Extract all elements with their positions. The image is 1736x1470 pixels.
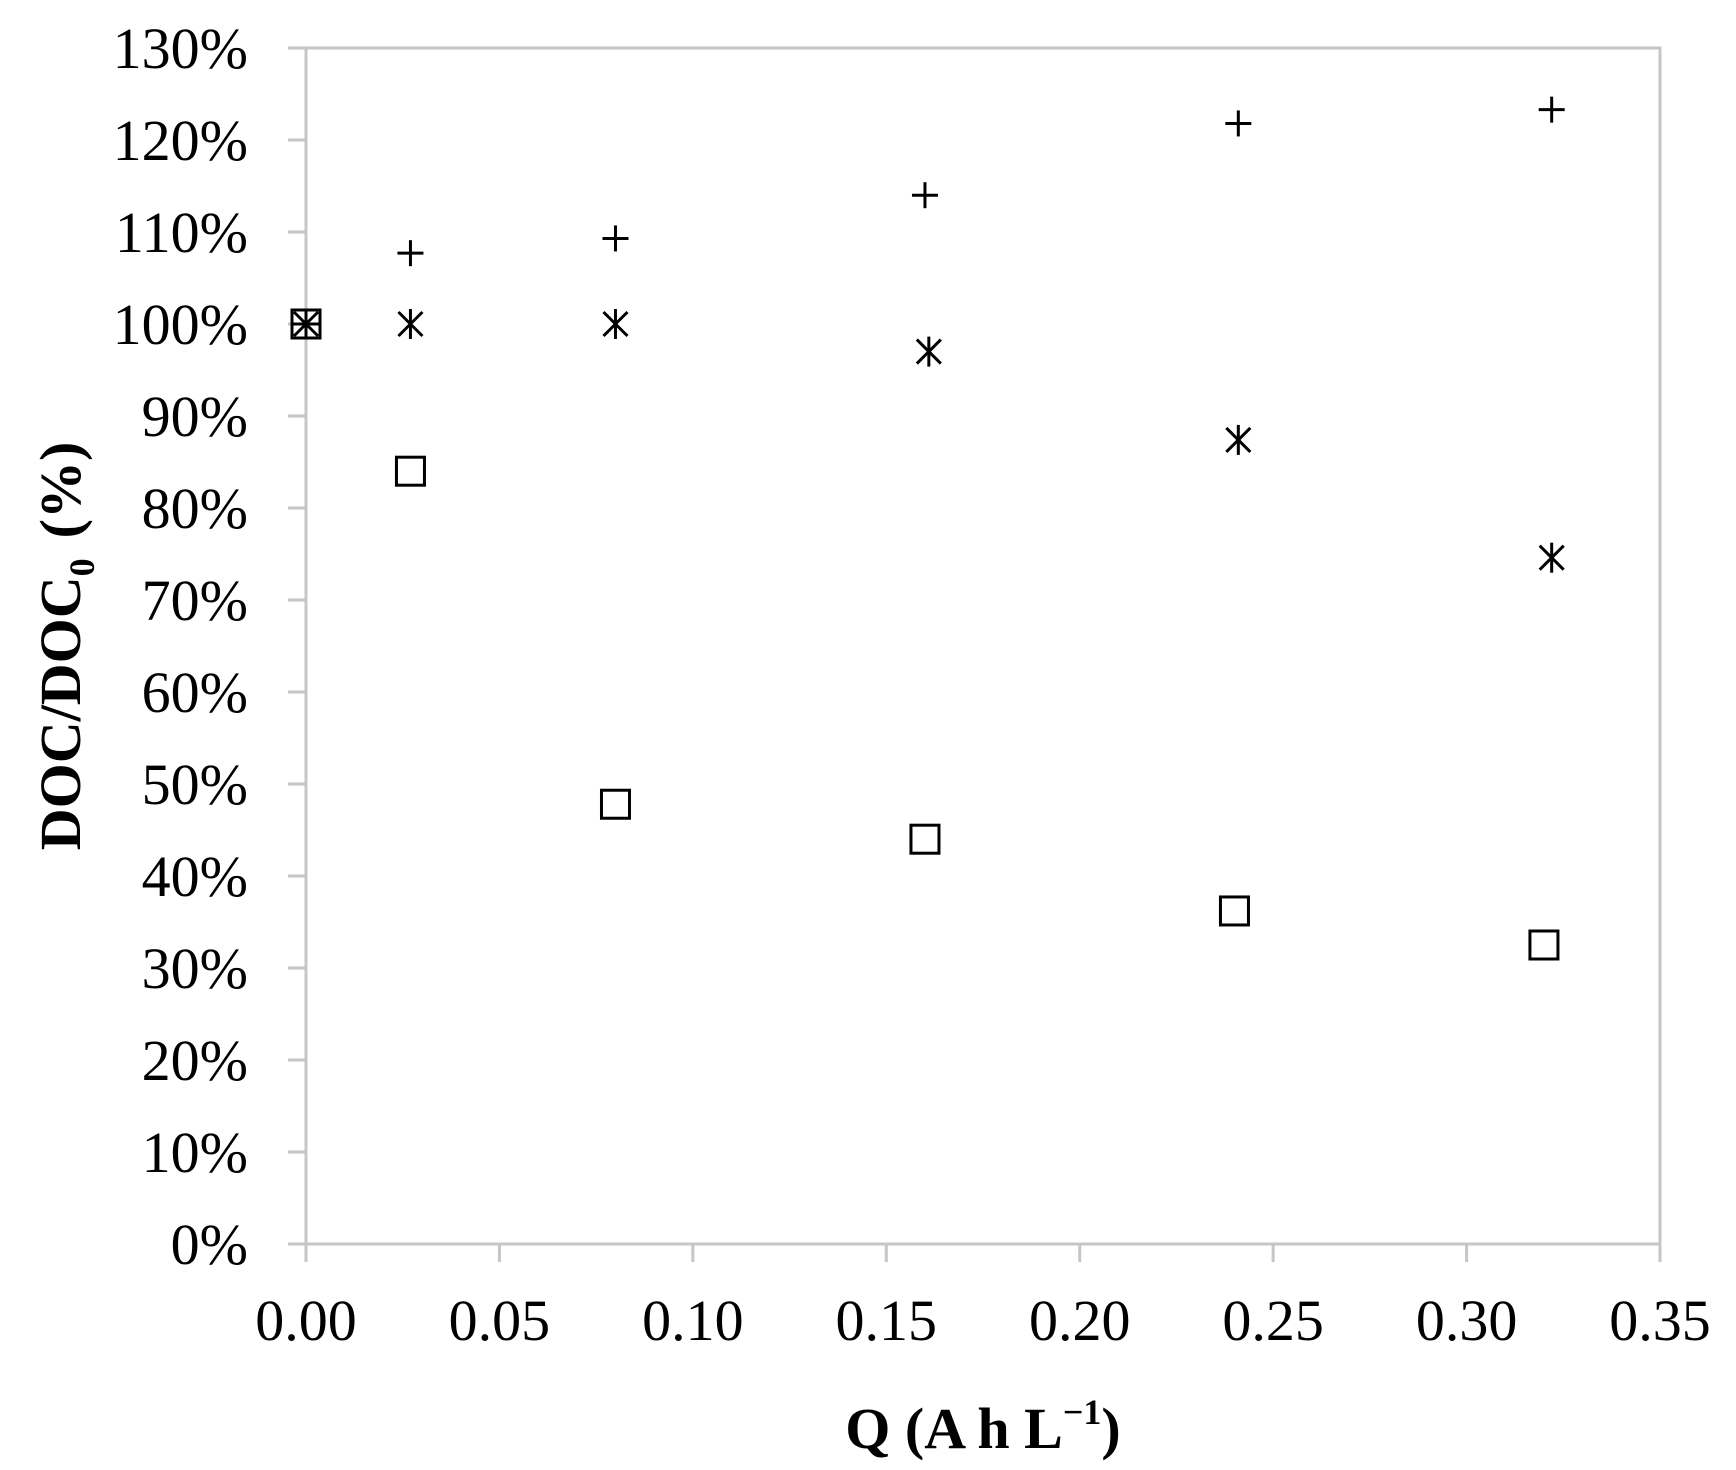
y-tick-label: 10% [142,1120,248,1185]
asterisk-marker [292,309,320,339]
x-tick-label: 0.30 [1416,1288,1518,1353]
y-axis-ticks: 0% 10% 20% 30% 40% 50% 60% 70% 80% 90% 100% 110% 120… [113,16,306,1277]
x-axis-title-main: Q (A h L [845,1396,1063,1461]
y-tick-label: 90% [142,384,248,449]
plus-marker [911,182,938,209]
x-tick-label: 0.05 [449,1288,551,1353]
plot-area [304,46,1662,1246]
plus-marker [397,240,424,267]
y-tick-label: 0% [171,1212,248,1277]
asterisk-marker [915,336,942,367]
x-axis-title-close: ) [1101,1396,1120,1461]
y-tick-label: 20% [142,1028,248,1093]
y-tick-label: 80% [142,476,248,541]
asterisk-marker [602,309,629,339]
asterisk-marker [1538,542,1565,573]
x-tick-label: 0.20 [1029,1288,1131,1353]
x-tick-label: 0.00 [255,1288,357,1353]
square-marker [1218,895,1250,927]
asterisk-marker [397,309,424,339]
y-tick-label: 100% [113,292,248,357]
y-axis-title-main: DOC/DOC [28,576,93,850]
square-marker [290,308,322,340]
y-tick-label: 120% [113,108,248,173]
x-axis-title-superscript: −1 [1063,1392,1102,1432]
y-tick-label: 130% [113,16,248,81]
y-tick-label: 50% [142,752,248,817]
y-tick-label: 30% [142,936,248,1001]
x-tick-label: 0.10 [642,1288,744,1353]
square-marker [599,788,631,820]
y-tick-label: 110% [115,200,248,265]
x-axis-title: Q (A h L−1) [845,1392,1120,1461]
asterisk-marker [1225,424,1252,455]
square-marker [1528,929,1560,961]
square-marker [909,823,941,855]
x-tick-label: 0.25 [1222,1288,1324,1353]
x-tick-label: 0.15 [836,1288,938,1353]
y-tick-label: 70% [142,568,248,633]
plus-marker [1538,96,1565,123]
x-tick-label: 0.35 [1609,1288,1711,1353]
x-axis-ticks: 0.00 0.05 0.10 0.15 0.20 0.25 0.30 0.35 [255,1244,1711,1353]
plus-marker [1225,110,1252,137]
y-tick-label: 40% [142,844,248,909]
plus-marker [602,225,629,252]
y-axis-title-unit: (%) [28,442,93,539]
y-axis-title-subscript: 0 [62,558,102,576]
data-markers [290,96,1565,961]
square-marker [394,455,426,487]
y-tick-label: 60% [142,660,248,725]
y-axis-title: DOC/DOC0 (%) [28,442,102,851]
